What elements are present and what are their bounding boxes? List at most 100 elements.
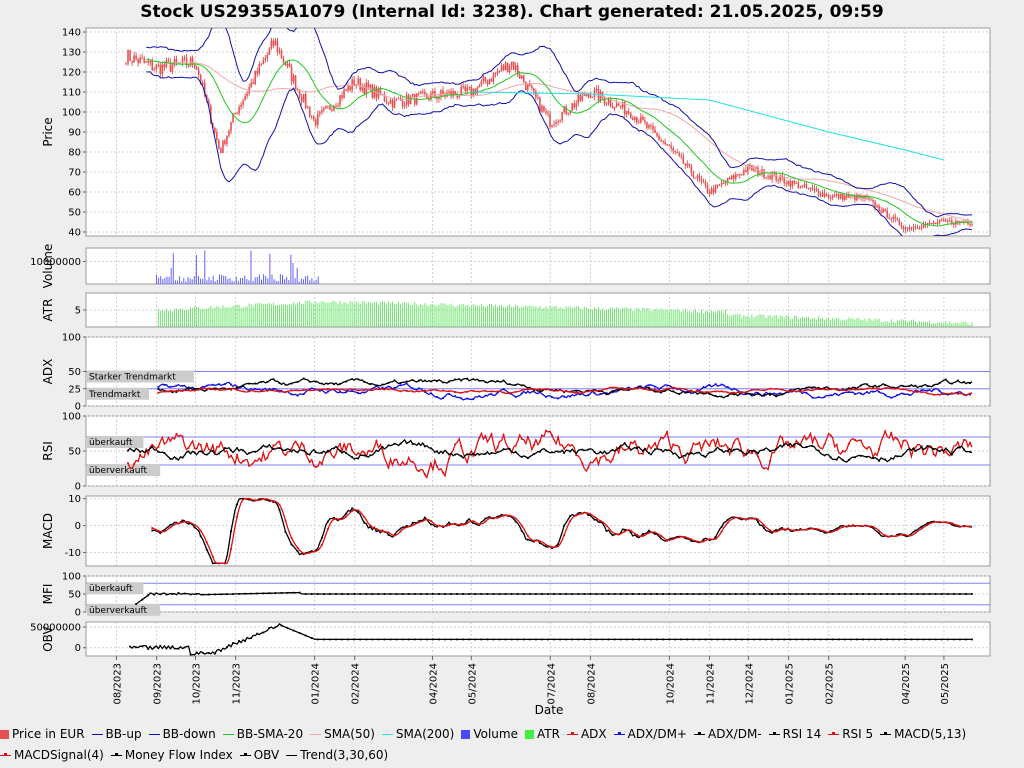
macd-signal-line-marker: [963, 525, 965, 528]
legend-item: SMA(50): [310, 724, 375, 745]
mfi-line-marker: [771, 593, 774, 595]
obv-line-marker: [347, 638, 350, 641]
mfi-line-marker: [468, 593, 471, 595]
price-candle-body: [440, 90, 442, 97]
rsi14-line-marker: [502, 448, 505, 451]
price-candle-body: [652, 125, 654, 130]
price-candle-body: [910, 227, 913, 230]
adx-dm-plus-line-marker: [490, 393, 493, 396]
mfi-line-marker: [656, 593, 658, 595]
mfi-line-marker: [359, 593, 362, 595]
price-candle-body: [480, 80, 483, 86]
price-candle-body: [458, 95, 460, 98]
macd-line-marker: [599, 521, 602, 523]
adx-dm-minus-line-marker: [938, 382, 941, 384]
price-candle-body: [702, 181, 705, 183]
adx-dm-minus-line-marker: [466, 377, 469, 380]
mfi-line-marker: [849, 593, 852, 595]
macd-signal-line-marker: [635, 533, 638, 536]
adx-line-marker: [793, 389, 796, 392]
rsi5-line-marker: [442, 471, 444, 474]
rsi14-line-marker: [593, 451, 596, 453]
price-candle-body: [141, 57, 143, 59]
rsi14-line-marker: [866, 455, 868, 458]
bb-up-line: [146, 28, 972, 218]
obv-line-marker: [256, 632, 259, 635]
legend-swatch: [286, 755, 298, 756]
adx-line-marker: [411, 390, 414, 393]
obv-line-marker: [886, 638, 889, 641]
obv-line-marker: [474, 638, 477, 641]
mfi-line-marker: [238, 592, 240, 595]
price-candle-body: [644, 120, 646, 123]
x-tick-label: 12/2024: [744, 663, 755, 705]
price-candle-body: [654, 129, 656, 133]
rsi14-line-marker: [236, 447, 238, 450]
macd-line-marker: [327, 520, 329, 523]
price-candle-body: [452, 90, 454, 97]
rsi14-line-marker: [145, 450, 148, 453]
adx-dm-minus-line-marker: [296, 381, 299, 383]
y-tick-label: 100: [62, 108, 81, 119]
obv-line-marker: [201, 651, 204, 654]
macd-line-marker: [351, 507, 354, 510]
rsi14-line-marker: [466, 453, 469, 456]
macd-signal-line-marker: [539, 540, 541, 543]
rsi5-line-marker: [617, 451, 620, 454]
rsi14-line-marker: [926, 445, 929, 447]
price-candle-body: [682, 156, 685, 164]
adx-dm-minus-line-marker: [399, 382, 402, 384]
rsi5-line-marker: [345, 448, 347, 451]
mfi-line-marker: [571, 593, 574, 595]
mfi-line-marker: [547, 593, 549, 595]
rsi14-line-marker: [508, 448, 511, 450]
price-candle-body: [363, 86, 366, 94]
price-candle-body: [409, 96, 412, 105]
obv-line-marker: [207, 652, 210, 654]
adx-dm-minus-line-marker: [696, 392, 699, 395]
legend-swatch: [148, 734, 160, 735]
obv-line-marker: [831, 638, 834, 641]
adx-dm-minus-line-marker: [926, 385, 929, 387]
adx-dm-plus-line-marker: [363, 391, 366, 394]
obv-line-marker: [547, 638, 549, 641]
rsi5-line-marker: [738, 442, 741, 445]
y-tick-label: 140: [62, 28, 81, 39]
adx-dm-minus-line-marker: [502, 379, 505, 382]
price-candle-body: [722, 182, 725, 184]
rsi5-line-marker: [914, 446, 917, 449]
macd-line-marker: [835, 527, 838, 530]
rsi5-line-marker: [605, 458, 608, 461]
rsi5-line-marker: [866, 447, 868, 450]
rsi5-line-marker: [429, 462, 432, 465]
mfi-zone-overbought: überkauft: [89, 584, 133, 594]
rsi5-line-marker: [411, 460, 414, 463]
rsi5-line-marker: [151, 443, 154, 446]
mfi-line-markers: [135, 591, 973, 605]
rsi5-line-marker: [532, 444, 535, 447]
price-candle-body: [549, 113, 551, 127]
rsi14-line-marker: [757, 452, 759, 455]
price-candle-body: [436, 97, 438, 99]
mfi-line-marker: [171, 593, 174, 596]
price-candle-body: [424, 91, 426, 94]
macd-line-marker: [641, 533, 644, 535]
y-tick-label: 120: [62, 68, 81, 79]
mfi-line-marker: [807, 593, 810, 595]
adx-dm-minus-line-marker: [381, 383, 384, 386]
price-candle-body: [478, 85, 481, 88]
rsi14-line-marker: [847, 459, 850, 461]
obv-line-marker: [765, 638, 767, 641]
rsi5-line-marker: [393, 458, 396, 461]
price-candle-body: [522, 75, 525, 83]
adx-line-marker: [914, 390, 917, 393]
adx-dm-plus-line-marker: [884, 393, 887, 396]
adx-dm-minus-line-marker: [969, 382, 971, 384]
mfi-line-marker: [837, 593, 840, 595]
legend-swatch: [91, 734, 103, 735]
macd-line-marker: [557, 543, 559, 546]
price-candle-body: [809, 187, 812, 189]
adx-line-marker: [272, 389, 275, 392]
obv-line-marker: [740, 638, 743, 641]
